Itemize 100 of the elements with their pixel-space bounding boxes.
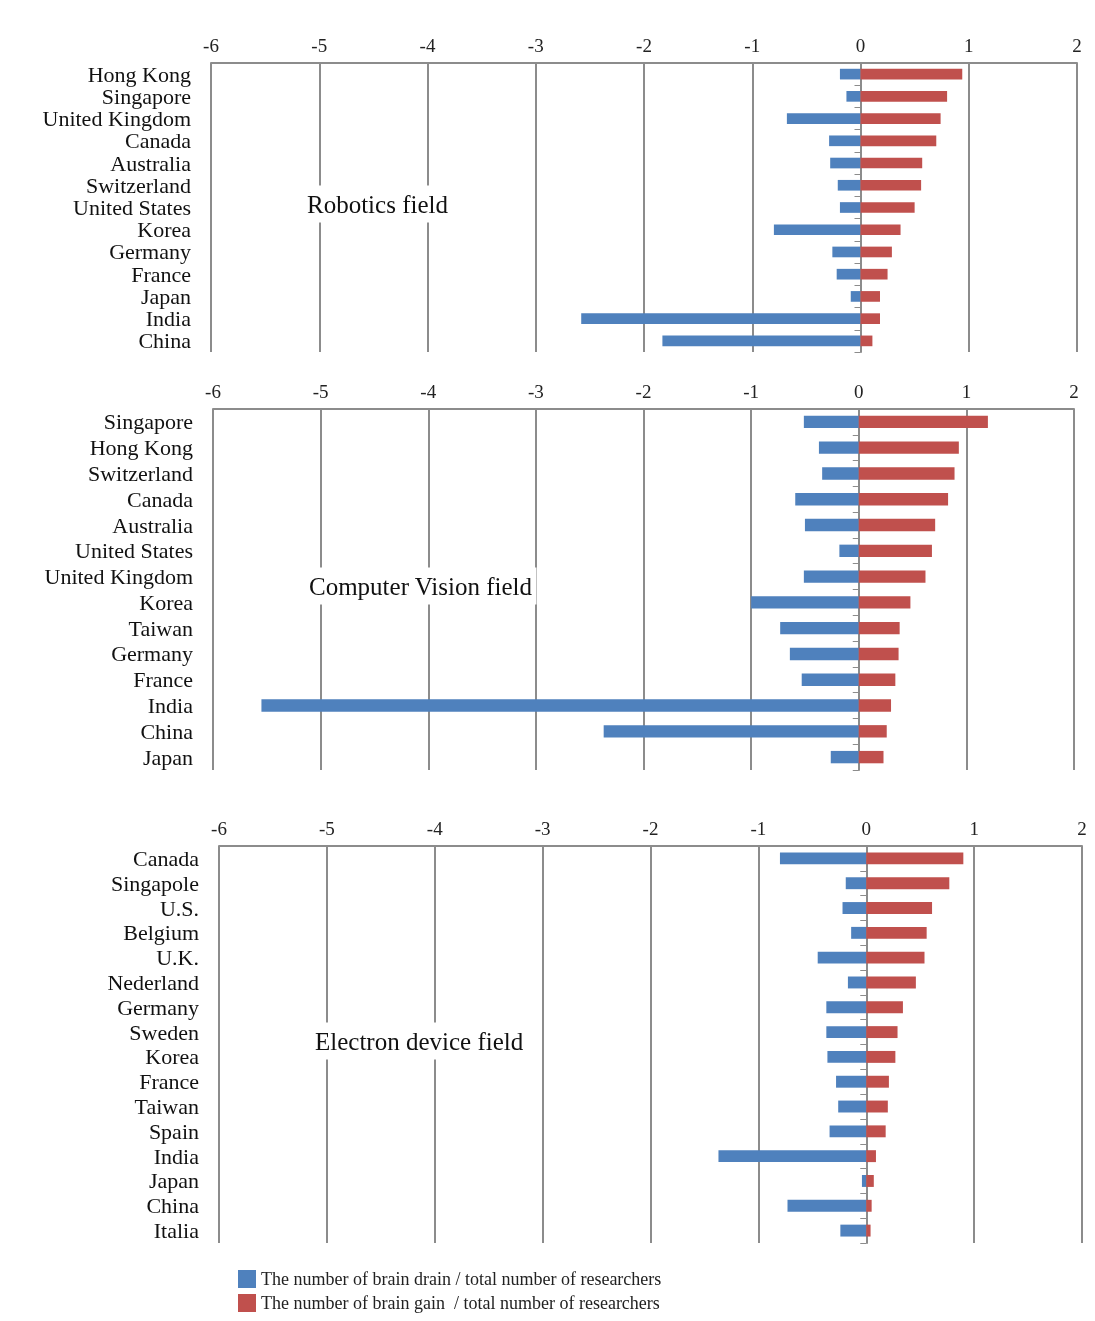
bar [860, 135, 937, 147]
bar [838, 1100, 867, 1113]
x-tick-label: -2 [642, 818, 659, 839]
y-tick-label: Taiwan [134, 1094, 199, 1120]
x-tick-label: -3 [527, 381, 544, 402]
bar [860, 268, 888, 280]
bar [751, 596, 859, 609]
bar [866, 976, 916, 989]
bar [581, 313, 861, 324]
y-tick-label: Hong Kong [89, 435, 193, 461]
y-tick-label: Nederland [107, 969, 199, 995]
bar [837, 179, 861, 191]
x-tick-label: -6 [203, 35, 219, 56]
x-tick-label: 1 [964, 35, 974, 56]
bar [866, 1175, 874, 1187]
y-tick-label: France [139, 1069, 199, 1095]
bar [836, 268, 861, 280]
bar [860, 179, 922, 191]
bar [858, 621, 900, 635]
legend-label: The number of brain gain / total number of researchers [261, 1293, 660, 1313]
bar [789, 647, 859, 661]
bar [866, 1075, 889, 1088]
bar [801, 673, 859, 686]
y-tick-label: Singapole [111, 870, 199, 896]
bar [826, 1001, 867, 1014]
y-tick-label: Canada [133, 845, 200, 871]
bar [858, 467, 955, 480]
bar [827, 1050, 867, 1063]
x-tick-label: -5 [318, 818, 335, 839]
y-tick-label: Hong Kong [87, 61, 191, 87]
bar [818, 441, 859, 454]
bar [860, 202, 915, 213]
bar [840, 1224, 867, 1237]
bar [829, 1125, 867, 1138]
y-tick-label: Korea [145, 1044, 200, 1070]
x-tick-label: -5 [312, 381, 329, 402]
bar [866, 1224, 871, 1237]
x-tick-label: 2 [1077, 818, 1087, 839]
bar [261, 699, 859, 712]
bar [866, 1100, 888, 1113]
bar [866, 1150, 876, 1163]
bar [847, 976, 867, 989]
x-tick-label: -4 [426, 818, 444, 839]
y-tick-label: India [153, 1143, 200, 1169]
bar [858, 673, 896, 686]
bar [851, 926, 867, 939]
bar [858, 441, 959, 454]
bar [866, 951, 925, 964]
x-tick-label: -2 [635, 381, 652, 402]
bar [803, 415, 859, 429]
bar [842, 902, 867, 914]
x-tick-label: -4 [420, 381, 437, 402]
text: Robotics field [307, 190, 449, 218]
bar [839, 202, 861, 213]
bar [787, 1199, 867, 1212]
bar [773, 224, 861, 236]
bar [839, 544, 859, 558]
bar [839, 68, 861, 80]
bar [795, 493, 859, 506]
y-tick-label: Switzerland [87, 460, 193, 486]
bar [780, 621, 859, 635]
y-tick-label: China [138, 328, 192, 354]
bar [858, 647, 899, 661]
x-tick-label: 0 [854, 381, 864, 402]
bar [858, 699, 892, 712]
bar [836, 1075, 867, 1088]
bar [830, 157, 861, 169]
x-tick-label: 0 [861, 818, 871, 839]
y-tick-label: U.S. [159, 895, 199, 921]
y-tick-label: United States [75, 538, 193, 564]
bar [850, 291, 861, 302]
x-tick-label: -1 [744, 35, 761, 56]
x-tick-label: -1 [750, 818, 767, 839]
bar [822, 467, 859, 480]
y-tick-label: Taiwan [128, 615, 193, 641]
bar [832, 246, 861, 258]
bar [858, 596, 911, 609]
bar [860, 157, 923, 169]
bar [860, 91, 948, 102]
bar [803, 570, 859, 583]
y-tick-label: Canada [127, 486, 194, 512]
x-tick-label: 1 [969, 818, 979, 839]
bar [866, 926, 927, 939]
bar [860, 246, 892, 258]
y-tick-label: China [146, 1193, 200, 1219]
bar [817, 951, 867, 964]
bar [866, 1199, 872, 1212]
x-tick-label: 2 [1069, 381, 1079, 402]
bar [858, 570, 926, 583]
y-tick-label: India [147, 693, 194, 719]
bar [860, 291, 880, 302]
text: Electron device field [315, 1027, 524, 1055]
bar [830, 750, 859, 764]
bar [860, 113, 941, 124]
legend-label: The number of brain drain / total number of researchers [261, 1269, 662, 1289]
x-tick-label: 2 [1072, 35, 1082, 56]
bar [866, 1026, 898, 1039]
y-tick-label: Germany [117, 994, 199, 1020]
y-tick-label: Belgium [123, 920, 199, 946]
y-tick-label: China [140, 718, 194, 744]
